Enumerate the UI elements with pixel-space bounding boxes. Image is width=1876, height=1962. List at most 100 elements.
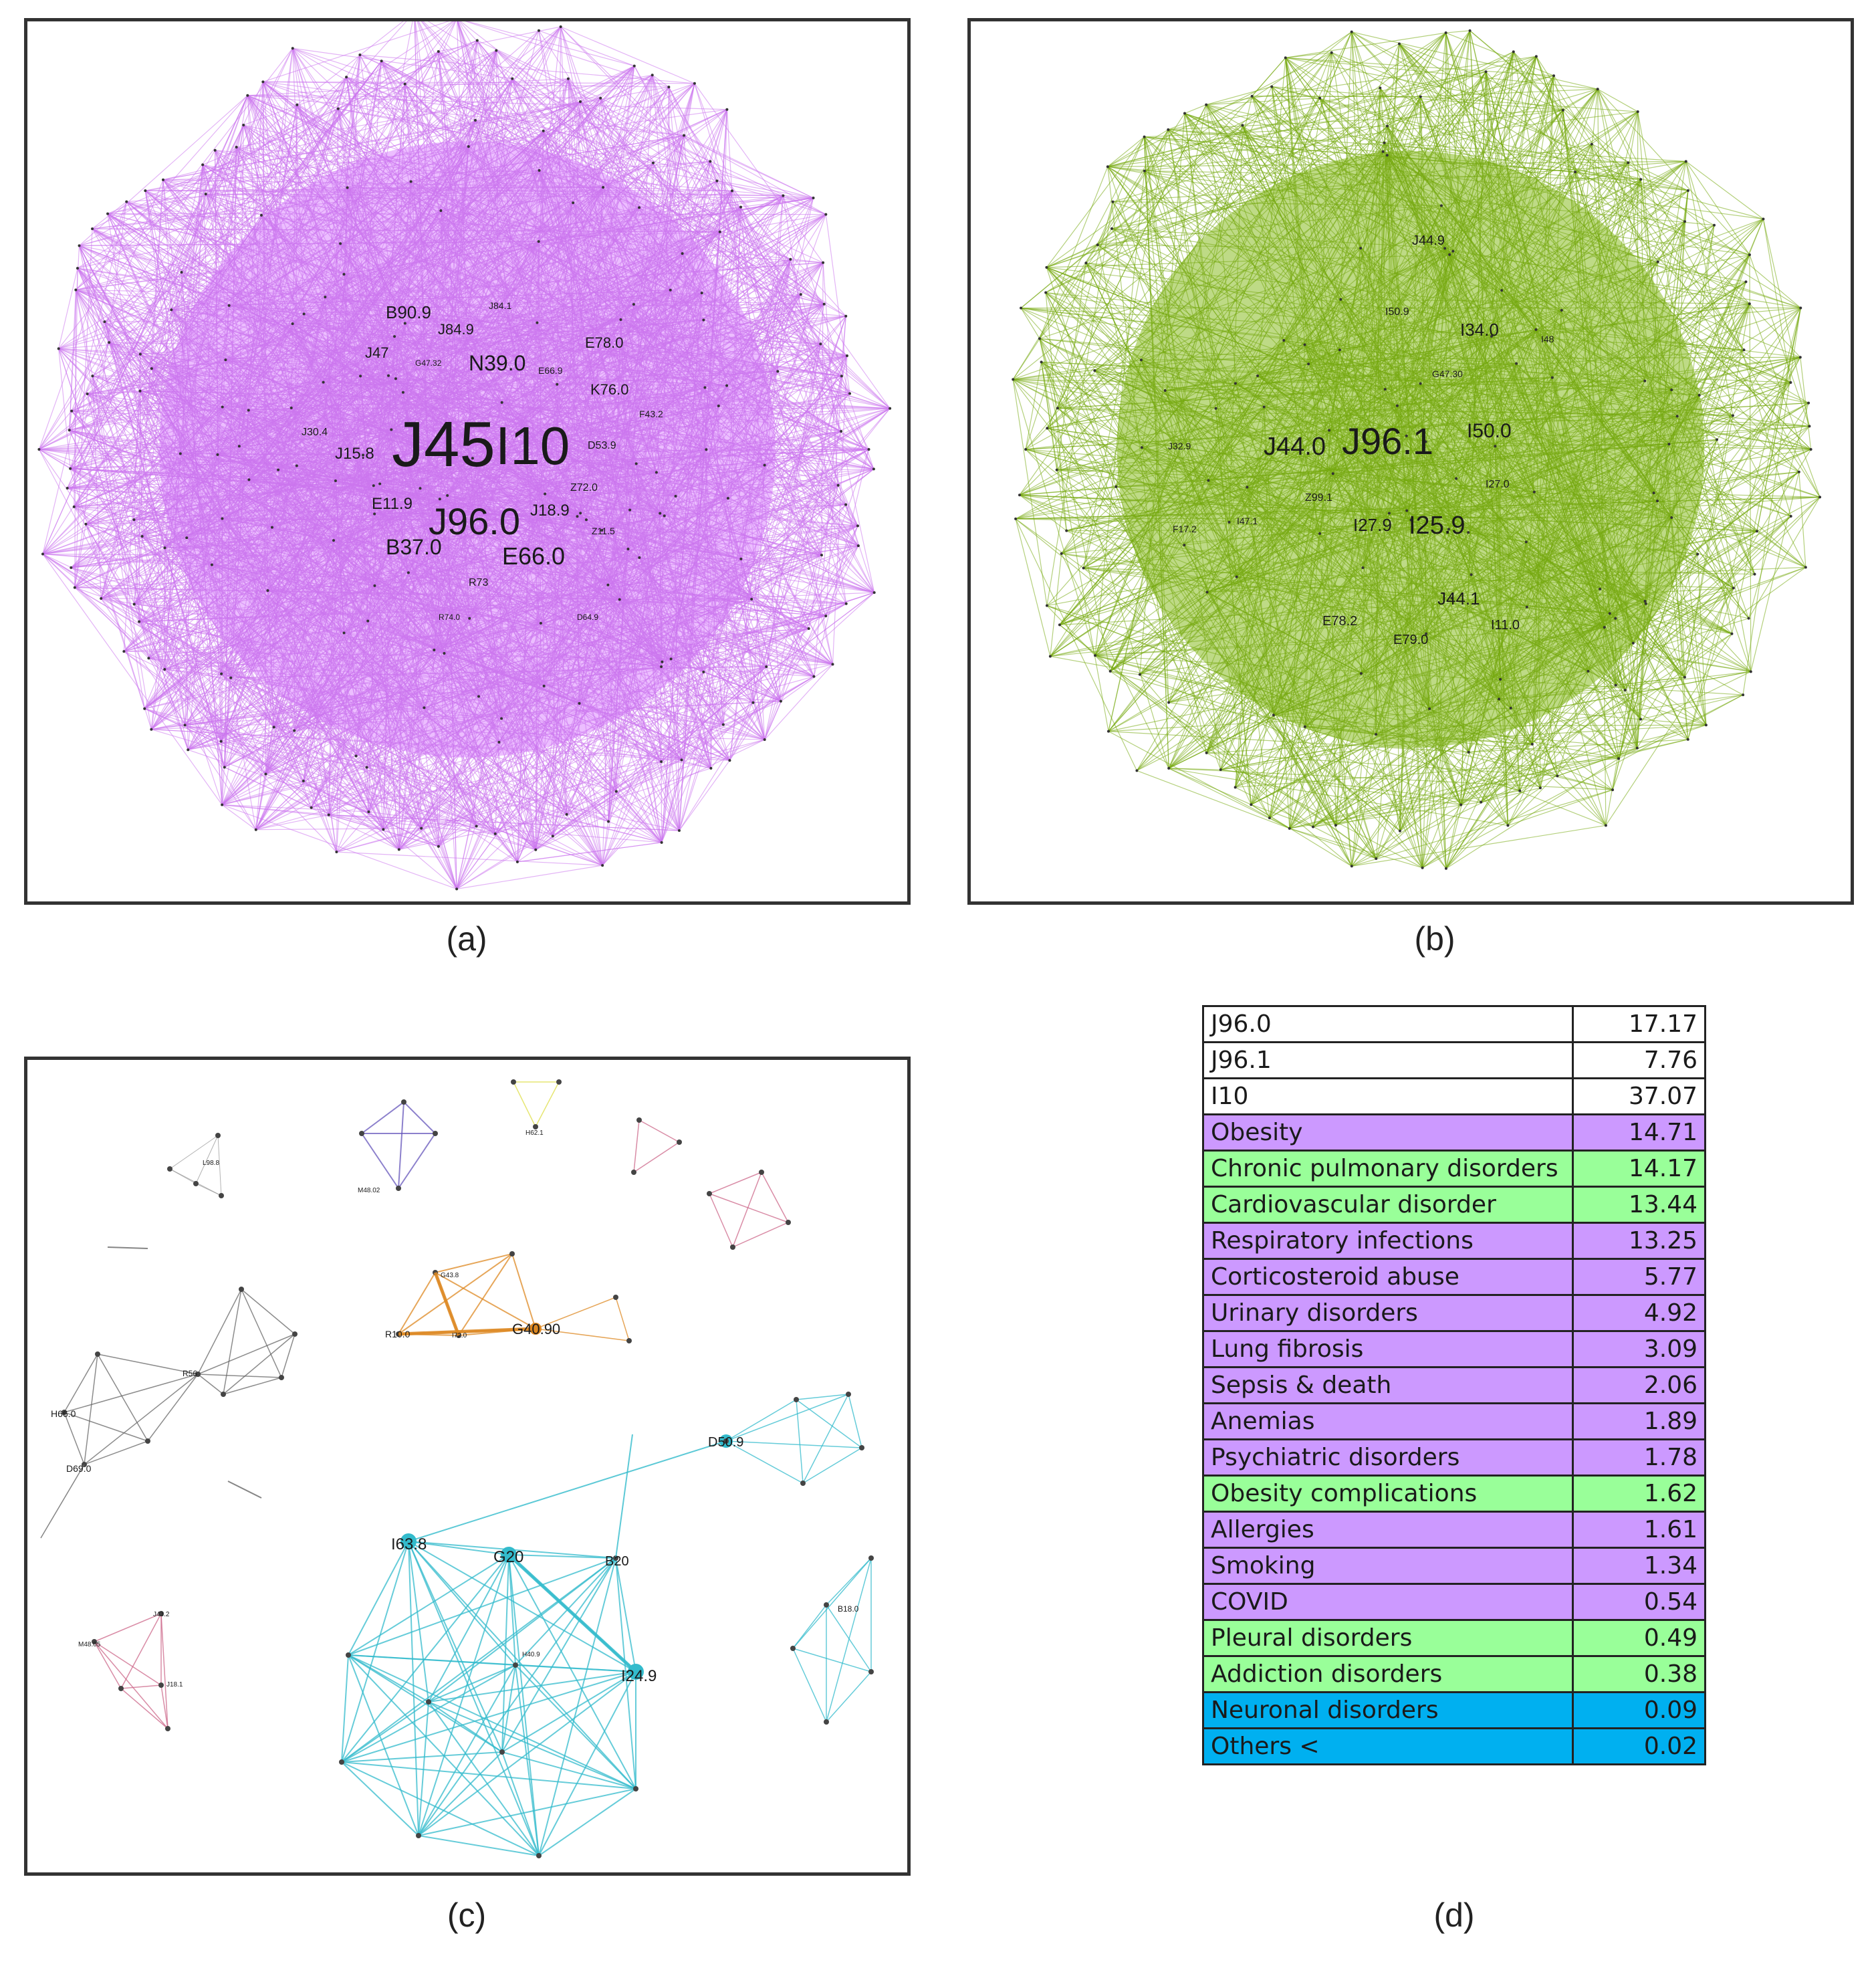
node-label: E78.2 xyxy=(1322,614,1358,629)
table-row: Others <0.02 xyxy=(1202,1727,1706,1765)
node-label: I47.1 xyxy=(1237,516,1258,526)
table-row: COVID 0.54 xyxy=(1202,1583,1706,1621)
category-label: Chronic pulmonary disorders xyxy=(1202,1150,1574,1188)
table-row: Anemias 1.89 xyxy=(1202,1402,1706,1440)
node-label: I24.9 xyxy=(621,1667,657,1685)
table-row: Obesity complications 1.62 xyxy=(1202,1475,1706,1513)
node-label: J18.9 xyxy=(530,502,570,520)
category-value: 1.78 xyxy=(1572,1438,1706,1477)
node-label: Z11.5 xyxy=(592,526,615,536)
node-label: I27.9 xyxy=(1353,515,1392,535)
node-label: D50.9 xyxy=(708,1435,744,1450)
node-label: K76.0 xyxy=(590,381,629,398)
node-label: G47.30 xyxy=(1432,368,1463,379)
node-label: E11.9 xyxy=(372,495,413,513)
table-row: Corticosteroid abuse 5.77 xyxy=(1202,1258,1706,1296)
node-label: Z72.0 xyxy=(570,482,598,494)
node-label: J43.2 xyxy=(153,1611,170,1618)
table-row: Sepsis & death 2.06 xyxy=(1202,1366,1706,1404)
node-label: I63.8 xyxy=(391,1535,427,1553)
node-label: I50.0 xyxy=(1467,420,1512,442)
category-label: Sepsis & death xyxy=(1202,1366,1574,1404)
node-label: I34.0 xyxy=(1460,320,1499,340)
network-panel-b: J96.1 J44.0 I25.9 I50.0 I34.0 I27.9 J44.… xyxy=(967,18,1854,905)
caption-b: (b) xyxy=(1414,920,1455,958)
network-panel-c: I63.8 G20 B20 I24.9 D50.9 G40.90 R10.0 H… xyxy=(24,1057,911,1876)
node-label: J44.9 xyxy=(1412,233,1445,248)
table-row: Psychiatric disorders 1.78 xyxy=(1202,1438,1706,1477)
category-label: Pleural disorders xyxy=(1202,1619,1574,1657)
category-percent-table: J96.0 17.17 J96.1 7.76 I10 37.07 Obesity 14.71 C… xyxy=(1202,1005,1706,1765)
node-label: I25.9 xyxy=(1409,512,1465,540)
node-label: M48.05 xyxy=(78,1641,101,1648)
caption-c: (c) xyxy=(447,1896,487,1934)
node-label: J32.9 xyxy=(1168,441,1191,451)
node-label: J44.0 xyxy=(1264,433,1326,461)
table-row: Chronic pulmonary disorders 14.17 xyxy=(1202,1150,1706,1188)
category-value: 2.06 xyxy=(1572,1366,1706,1404)
network-b-edges xyxy=(1012,29,1822,870)
node-label: D69.0 xyxy=(66,1463,92,1474)
table-row: Obesity 14.71 xyxy=(1202,1113,1706,1152)
category-value: 13.25 xyxy=(1572,1222,1706,1260)
table-row: Cardiovascular disorder 13.44 xyxy=(1202,1186,1706,1224)
node-label: I50.9 xyxy=(1385,306,1409,318)
node-label: F17.2 xyxy=(1173,524,1197,534)
node-label: G40.90 xyxy=(512,1321,561,1337)
node-label: R10.0 xyxy=(385,1329,411,1339)
table-row: Allergies 1.61 xyxy=(1202,1511,1706,1549)
category-value: 17.17 xyxy=(1572,1005,1706,1043)
category-value: 0.54 xyxy=(1572,1583,1706,1621)
table-row: Respiratory infections 13.25 xyxy=(1202,1222,1706,1260)
category-label: I10 xyxy=(1202,1077,1574,1115)
category-label: Lung fibrosis xyxy=(1202,1330,1574,1368)
table-row: Addiction disorders 0.38 xyxy=(1202,1655,1706,1693)
category-value: 1.34 xyxy=(1572,1547,1706,1585)
node-label: B37.0 xyxy=(386,535,442,559)
node-label: H62.1 xyxy=(525,1129,544,1137)
category-label: J96.0 xyxy=(1202,1005,1574,1043)
table-row: J96.0 17.17 xyxy=(1202,1005,1706,1043)
category-value: 1.61 xyxy=(1572,1511,1706,1549)
category-label: Addiction disorders xyxy=(1202,1655,1574,1693)
node-label: M48.02 xyxy=(358,1187,380,1194)
category-label: Psychiatric disorders xyxy=(1202,1438,1574,1477)
node-label: I48 xyxy=(1541,334,1554,344)
node-label: B90.9 xyxy=(386,302,431,322)
category-label: Obesity complications xyxy=(1202,1475,1574,1513)
category-label: Corticosteroid abuse xyxy=(1202,1258,1574,1296)
node-label: L98.8 xyxy=(203,1160,220,1167)
node-label: F43.2 xyxy=(639,409,663,419)
category-value: 7.76 xyxy=(1572,1041,1706,1079)
table-row: Neuronal disorders 0.09 xyxy=(1202,1691,1706,1729)
node-label: E79.0 xyxy=(1393,633,1429,647)
category-label: COVID xyxy=(1202,1583,1574,1621)
category-label: Anemias xyxy=(1202,1402,1574,1440)
table-row: Smoking 1.34 xyxy=(1202,1547,1706,1585)
category-label: Respiratory infections xyxy=(1202,1222,1574,1260)
node-label: D64.9 xyxy=(577,613,599,622)
table-row: I10 37.07 xyxy=(1202,1077,1706,1115)
node-label: J84.1 xyxy=(489,300,512,311)
category-value: 0.09 xyxy=(1572,1691,1706,1729)
category-value: 37.07 xyxy=(1572,1077,1706,1115)
node-label: I27.0 xyxy=(1486,479,1510,490)
node-label: R56 xyxy=(183,1369,198,1378)
node-label: H66.0 xyxy=(51,1408,76,1419)
network-panel-a: J45 I10 J96.0 E66.0 B37.0 N39.0 B90.9 J8… xyxy=(24,18,911,905)
category-value: 0.02 xyxy=(1572,1727,1706,1765)
category-label: Urinary disorders xyxy=(1202,1294,1574,1332)
category-value: 5.77 xyxy=(1572,1258,1706,1296)
node-label: R74.0 xyxy=(439,613,461,622)
node-label: E66.9 xyxy=(538,365,563,376)
network-a-edges xyxy=(37,21,892,891)
category-label: Obesity xyxy=(1202,1113,1574,1152)
category-value: 14.71 xyxy=(1572,1113,1706,1152)
node-label: N39.0 xyxy=(469,351,526,375)
category-label: J96.1 xyxy=(1202,1041,1574,1079)
node-label: G20 xyxy=(493,1548,524,1566)
node-label: B18.0 xyxy=(838,1604,859,1614)
node-label: J15.8 xyxy=(335,445,374,463)
category-label: Smoking xyxy=(1202,1547,1574,1585)
category-value: 0.49 xyxy=(1572,1619,1706,1657)
